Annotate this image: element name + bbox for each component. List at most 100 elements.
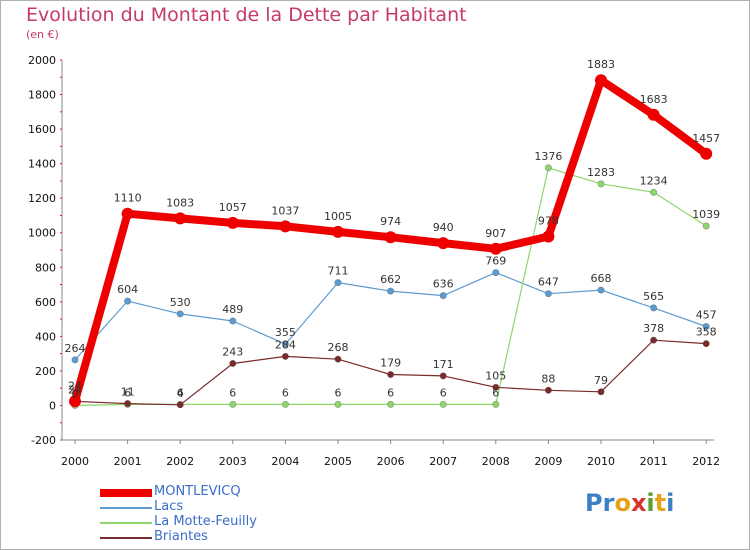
- data-label: 105: [485, 369, 506, 382]
- data-label: 1039: [692, 208, 720, 221]
- data-label: 1883: [587, 58, 615, 71]
- data-label: 1005: [324, 210, 352, 223]
- y-tick-label: 1400: [28, 158, 56, 171]
- x-tick-label: 2009: [534, 455, 562, 468]
- data-label: 769: [485, 255, 506, 268]
- x-tick-label: 2000: [61, 455, 89, 468]
- y-tick-label: 2000: [28, 54, 56, 67]
- x-tick-label: 2004: [271, 455, 299, 468]
- data-point: [650, 304, 658, 312]
- data-label: 604: [117, 283, 138, 296]
- legend-label: La Motte-Feuilly: [154, 514, 257, 529]
- data-label: 268: [328, 341, 349, 354]
- data-point: [492, 400, 500, 408]
- data-point: [702, 323, 710, 331]
- x-tick-label: 2003: [219, 455, 247, 468]
- data-label: 24: [68, 383, 82, 396]
- y-tick-label: 1600: [28, 123, 56, 136]
- data-label: 243: [222, 345, 243, 358]
- data-point: [439, 292, 447, 300]
- data-point: [597, 388, 605, 396]
- data-label: 647: [538, 276, 559, 289]
- data-label: 284: [275, 338, 296, 351]
- data-label: 489: [222, 303, 243, 316]
- axes: -200 0 200 400 600 800 1000 1200 1400 1600 1800 200…: [28, 54, 720, 468]
- legend-swatch: [100, 489, 152, 497]
- x-tick-label: 2002: [166, 455, 194, 468]
- data-label: 565: [643, 290, 664, 303]
- data-point: [226, 216, 239, 229]
- data-label: 88: [541, 372, 555, 385]
- legend-swatch: [100, 522, 152, 524]
- legend: MONTLEVICQ Lacs La Motte-Feuilly Briantes: [100, 484, 340, 545]
- proxiti-logo: Proxiti: [585, 489, 674, 517]
- data-point: [542, 230, 555, 243]
- logo-letter: i: [646, 489, 655, 517]
- data-point: [492, 383, 500, 391]
- chart-title: Evolution du Montant de la Dette par Hab…: [26, 4, 467, 26]
- data-label: 1457: [692, 132, 720, 145]
- data-label: 1376: [534, 150, 562, 163]
- x-tick-label: 2006: [377, 455, 405, 468]
- data-label: 6: [492, 386, 499, 399]
- data-point: [387, 287, 395, 295]
- data-point: [176, 401, 184, 409]
- data-label: 6: [124, 386, 131, 399]
- legend-item: MONTLEVICQ: [100, 484, 340, 500]
- data-label: 530: [170, 296, 191, 309]
- data-label: 6: [229, 386, 236, 399]
- data-point: [702, 222, 710, 230]
- data-label: 4: [177, 387, 184, 400]
- data-label: 457: [696, 309, 717, 322]
- data-label: 636: [433, 278, 454, 291]
- legend-label: Lacs: [154, 499, 184, 514]
- data-label: 6: [335, 386, 342, 399]
- data-point: [332, 225, 344, 238]
- y-tick-label: 200: [35, 365, 56, 378]
- data-label: 179: [380, 357, 401, 370]
- data-point: [121, 207, 134, 220]
- data-point: [437, 237, 450, 250]
- x-tick-label: 2011: [640, 455, 668, 468]
- data-label: 6: [177, 386, 184, 399]
- data-label: 24: [68, 379, 82, 392]
- data-point: [544, 290, 552, 298]
- series-points: [69, 74, 713, 409]
- legend-item: Briantes: [100, 529, 340, 545]
- data-point: [69, 395, 81, 408]
- x-tick-label: 2008: [482, 455, 510, 468]
- logo-letter: P: [585, 489, 603, 517]
- x-tick-label: 2012: [692, 455, 720, 468]
- data-point: [334, 400, 342, 408]
- y-tick-label: 1000: [28, 227, 56, 240]
- legend-label: MONTLEVICQ: [154, 484, 241, 499]
- data-point: [597, 286, 605, 294]
- data-label: 1683: [640, 93, 668, 106]
- data-label: 662: [380, 273, 401, 286]
- data-point: [387, 371, 395, 379]
- data-point: [650, 188, 658, 196]
- data-point: [229, 317, 237, 325]
- logo-letter: o: [614, 489, 631, 517]
- data-point: [279, 220, 292, 233]
- logo-letter: i: [666, 489, 675, 517]
- y-tick-label: 800: [35, 261, 56, 274]
- y-tick-label: 600: [35, 296, 56, 309]
- data-label: 1283: [587, 166, 615, 179]
- data-point: [439, 400, 447, 408]
- data-point: [597, 180, 605, 188]
- data-point: [702, 340, 710, 348]
- data-point: [124, 400, 132, 408]
- data-point: [700, 147, 713, 160]
- data-label: 264: [65, 342, 86, 355]
- data-label: 378: [643, 322, 664, 335]
- data-point: [71, 356, 79, 364]
- y-tick-label: 0: [49, 399, 56, 412]
- data-point: [384, 231, 397, 244]
- legend-swatch: [100, 537, 152, 539]
- data-label: 1083: [166, 196, 194, 209]
- data-point: [281, 400, 289, 408]
- data-point: [334, 279, 342, 287]
- data-point: [387, 400, 395, 408]
